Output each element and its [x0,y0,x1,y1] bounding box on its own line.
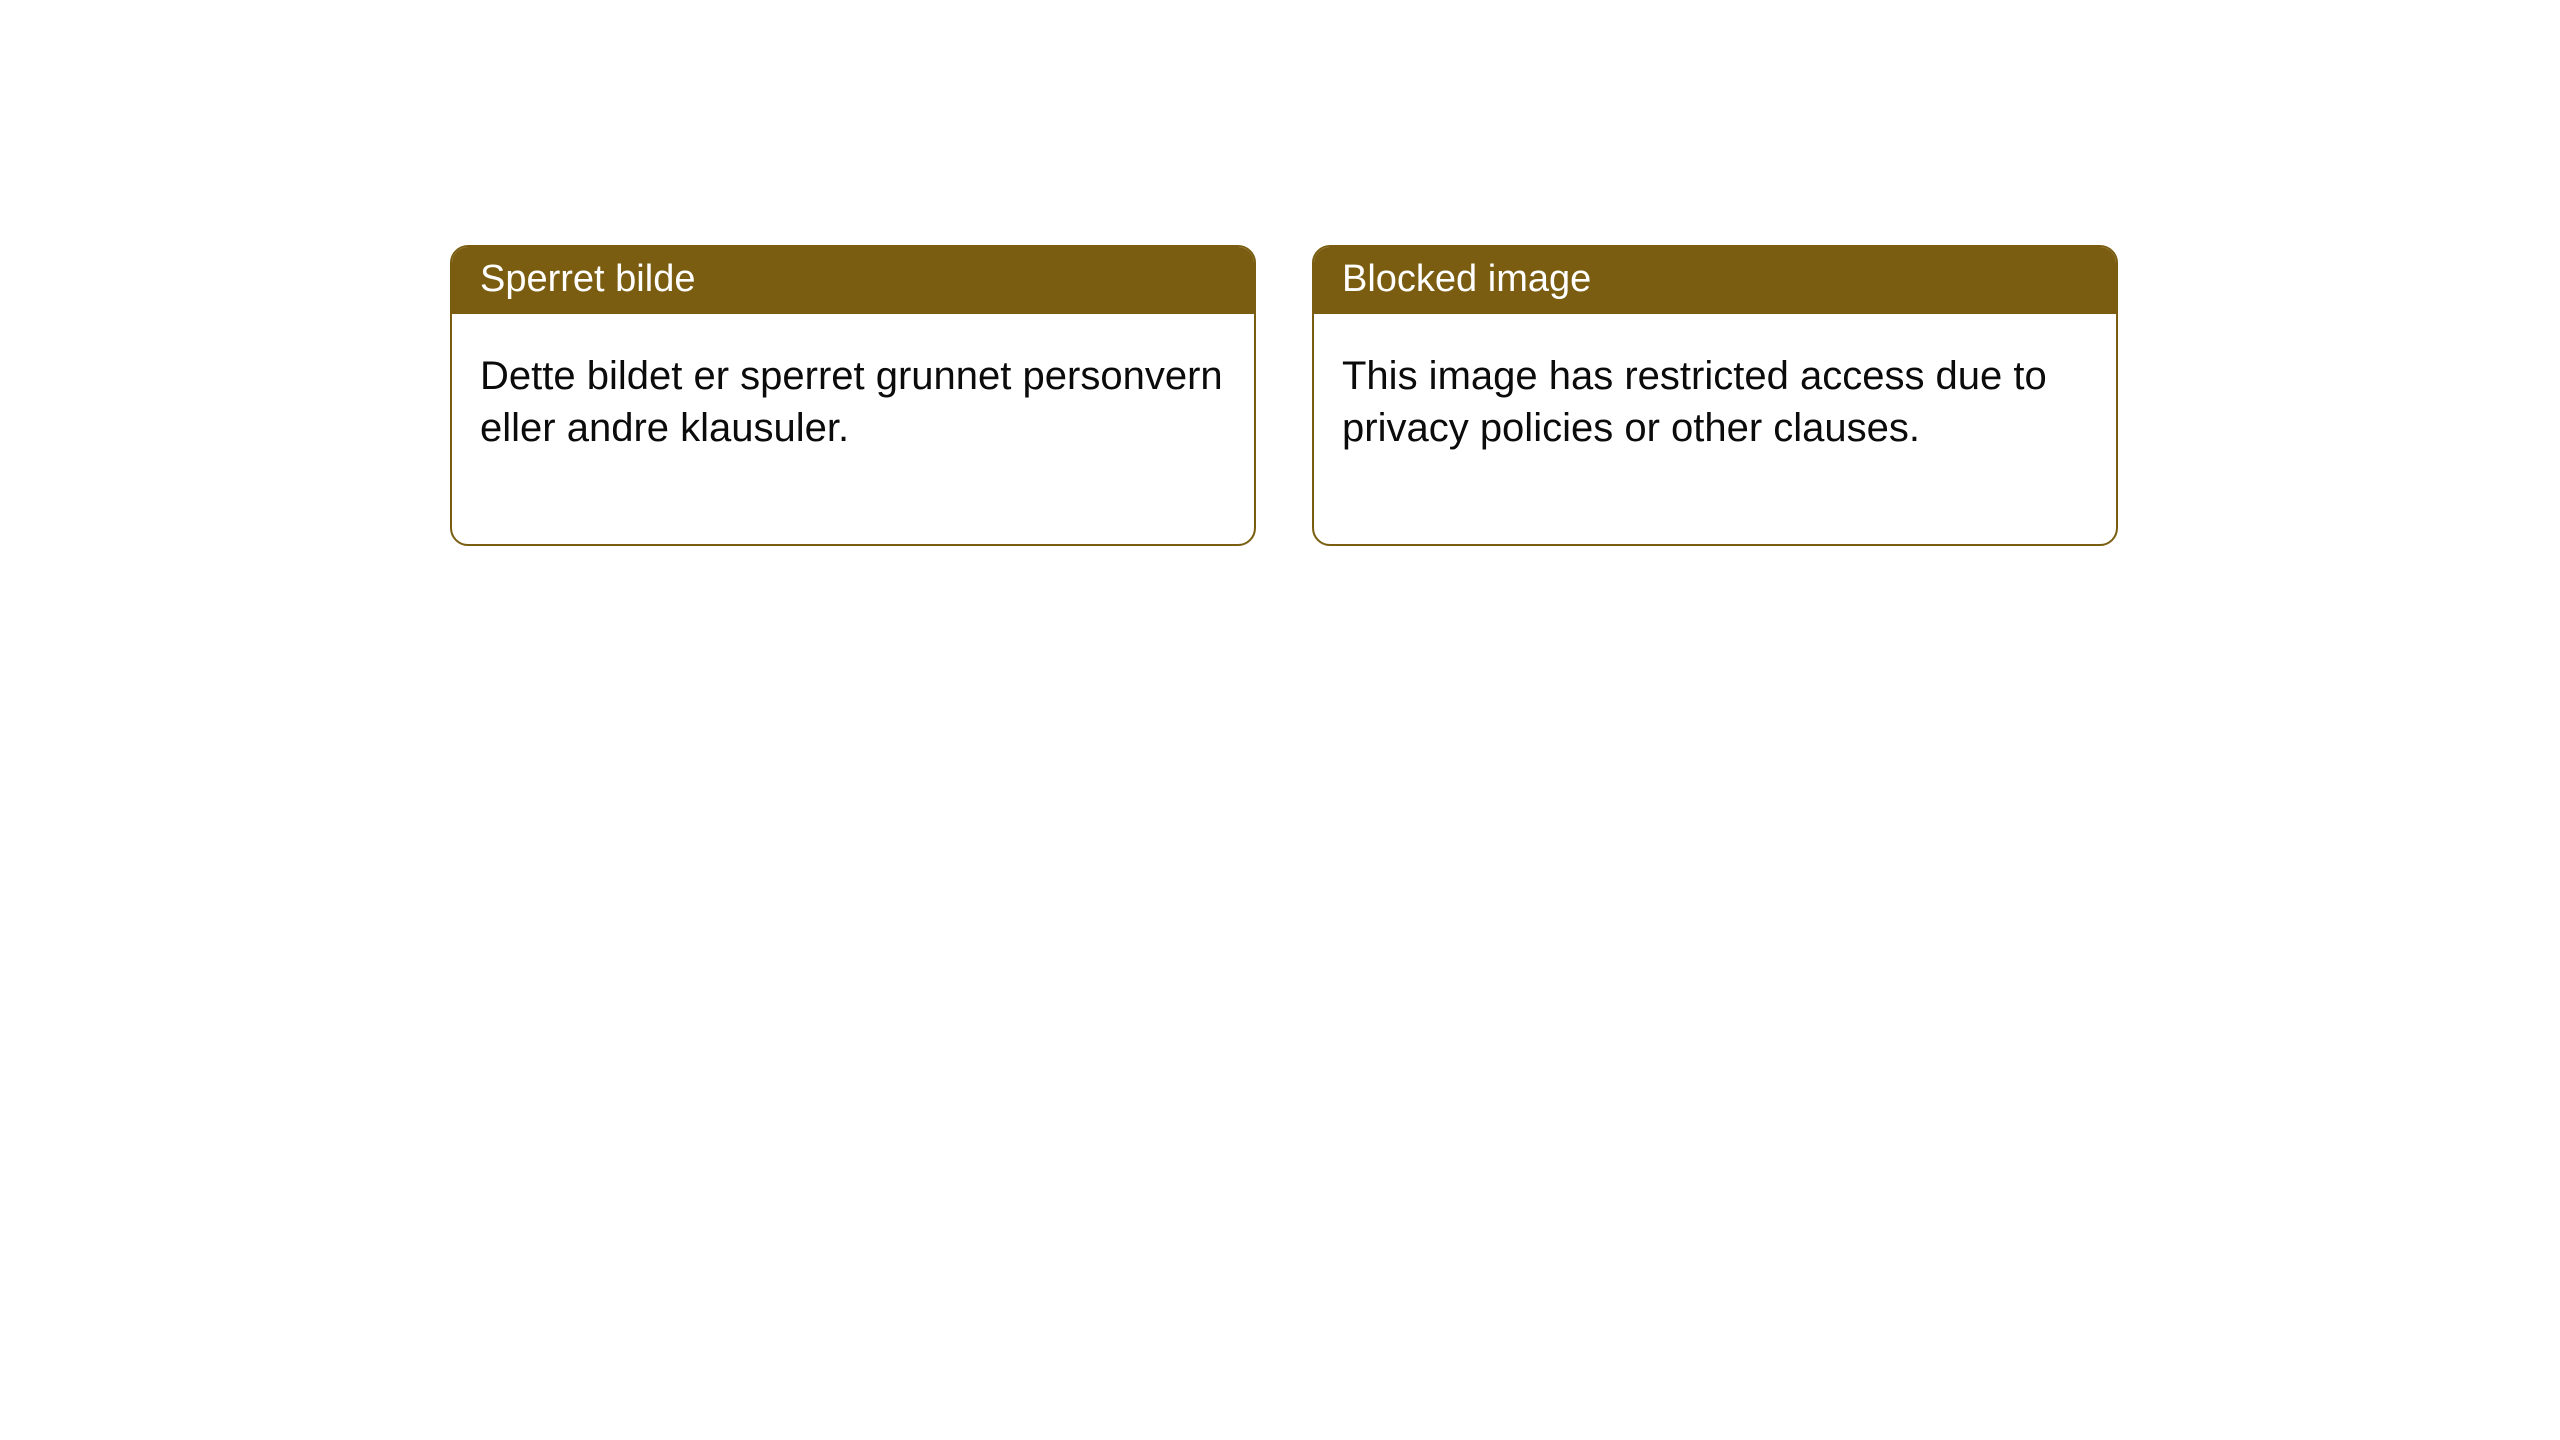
card-header: Sperret bilde [452,247,1254,314]
notice-container: Sperret bilde Dette bildet er sperret gr… [0,0,2560,546]
blocked-image-card-en: Blocked image This image has restricted … [1312,245,2118,546]
card-body: Dette bildet er sperret grunnet personve… [452,314,1254,544]
card-body: This image has restricted access due to … [1314,314,2116,544]
card-header: Blocked image [1314,247,2116,314]
blocked-image-card-no: Sperret bilde Dette bildet er sperret gr… [450,245,1256,546]
